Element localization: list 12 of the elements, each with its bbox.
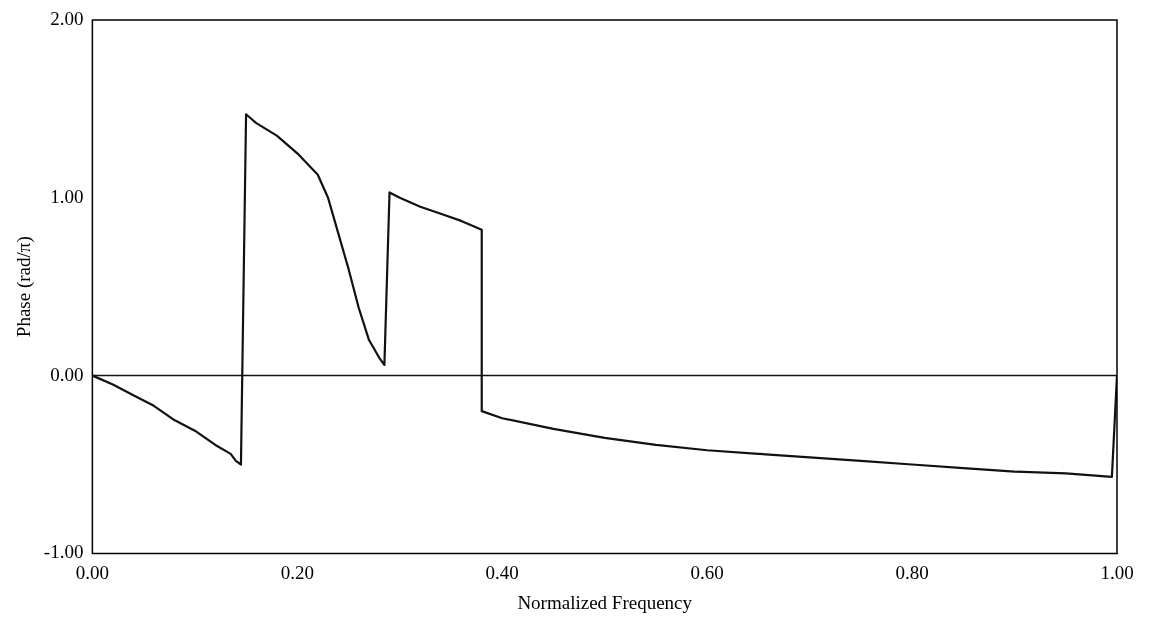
x-tick-label: 1.00 bbox=[1100, 561, 1134, 583]
y-tick-label: 2.00 bbox=[50, 7, 84, 29]
x-tick-label: 0.40 bbox=[485, 561, 519, 583]
x-tick-label: 0.60 bbox=[690, 561, 724, 583]
y-tick-label: -1.00 bbox=[43, 541, 84, 563]
y-tick-label: 1.00 bbox=[50, 185, 84, 207]
x-tick-label: 0.20 bbox=[280, 561, 314, 583]
x-tick-label: 0.80 bbox=[895, 561, 929, 583]
x-tick-label: 0.00 bbox=[75, 561, 109, 583]
x-axis-title: Normalized Frequency bbox=[517, 591, 693, 613]
y-tick-label: 0.00 bbox=[50, 363, 84, 385]
y-axis-title: Phase (rad/π) bbox=[13, 236, 36, 338]
